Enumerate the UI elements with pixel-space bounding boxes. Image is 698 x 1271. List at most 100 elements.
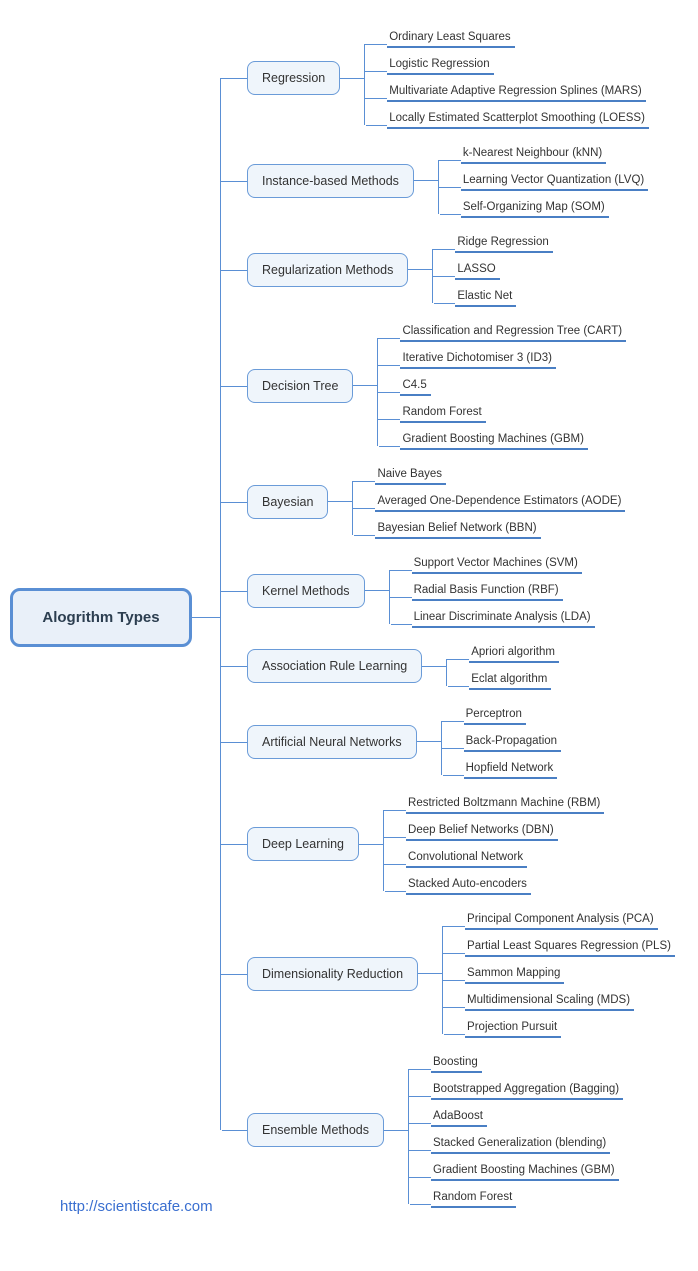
category-node: Regularization Methods <box>247 253 408 287</box>
leaf-row: Stacked Auto-encoders <box>384 871 604 898</box>
leaf-row: Averaged One-Dependence Estimators (AODE… <box>353 488 625 515</box>
leaf-node: Random Forest <box>431 1189 516 1208</box>
category-node: Kernel Methods <box>247 574 365 608</box>
leaf-node: Linear Discriminate Analysis (LDA) <box>412 609 595 628</box>
leaves-container: Boosting Bootstrapped Aggregation (Baggin… <box>408 1049 623 1211</box>
leaves-container: Perceptron Back-Propagation Hopfield Netwo… <box>441 701 561 782</box>
category-node: Bayesian <box>247 485 328 519</box>
leaf-row: Ordinary Least Squares <box>365 24 649 51</box>
leaf-row: Random Forest <box>409 1184 623 1211</box>
leaf-node: LASSO <box>455 261 499 280</box>
leaf-row: Self-Organizing Map (SOM) <box>439 194 648 221</box>
leaf-row: Learning Vector Quantization (LVQ) <box>439 167 648 194</box>
source-link[interactable]: http://scientistcafe.com <box>60 1198 213 1215</box>
leaf-node: Ridge Regression <box>455 234 552 253</box>
leaf-node: Boosting <box>431 1054 482 1073</box>
leaf-row: Sammon Mapping <box>443 960 675 987</box>
leaf-node: Gradient Boosting Machines (GBM) <box>431 1162 619 1181</box>
category-node: Artificial Neural Networks <box>247 725 417 759</box>
leaf-row: Perceptron <box>442 701 561 728</box>
leaf-row: AdaBoost <box>409 1103 623 1130</box>
category-node: Association Rule Learning <box>247 649 422 683</box>
leaf-node: Stacked Auto-encoders <box>406 876 531 895</box>
leaf-node: Restricted Boltzmann Machine (RBM) <box>406 795 604 814</box>
leaf-row: Back-Propagation <box>442 728 561 755</box>
category-row: Bayesian Naive BayesAveraged One-Dependen… <box>221 457 675 546</box>
category-node: Dimensionality Reduction <box>247 957 418 991</box>
leaf-row: Principal Component Analysis (PCA) <box>443 906 675 933</box>
leaf-row: Restricted Boltzmann Machine (RBM) <box>384 790 604 817</box>
category-connector <box>340 78 364 79</box>
root-node: Alogrithm Types <box>10 588 192 647</box>
leaf-node: Elastic Net <box>455 288 516 307</box>
leaf-row: Logistic Regression <box>365 51 649 78</box>
category-connector <box>328 501 352 502</box>
leaf-row: Bayesian Belief Network (BBN) <box>353 515 625 542</box>
leaf-node: Logistic Regression <box>387 56 493 75</box>
category-row: Kernel Methods Support Vector Machines (S… <box>221 546 675 635</box>
leaf-node: Iterative Dichotomiser 3 (ID3) <box>400 350 556 369</box>
category-node: Ensemble Methods <box>247 1113 384 1147</box>
category-row: Association Rule Learning Apriori algorit… <box>221 635 675 697</box>
leaf-row: Ridge Regression <box>433 229 552 256</box>
category-connector <box>365 590 389 591</box>
leaf-row: Apriori algorithm <box>447 639 559 666</box>
category-connector <box>422 666 446 667</box>
leaf-row: Hopfield Network <box>442 755 561 782</box>
leaf-node: C4.5 <box>400 377 430 396</box>
leaf-row: Projection Pursuit <box>443 1014 675 1041</box>
leaf-row: Multivariate Adaptive Regression Splines… <box>365 78 649 105</box>
leaf-node: Back-Propagation <box>464 733 561 752</box>
leaf-node: Averaged One-Dependence Estimators (AODE… <box>375 493 625 512</box>
category-row: Deep Learning Restricted Boltzmann Machin… <box>221 786 675 902</box>
category-connector <box>384 1130 408 1131</box>
leaf-node: Bootstrapped Aggregation (Bagging) <box>431 1081 623 1100</box>
leaf-node: Multidimensional Scaling (MDS) <box>465 992 634 1011</box>
category-node: Decision Tree <box>247 369 353 403</box>
leaf-row: Support Vector Machines (SVM) <box>390 550 595 577</box>
leaf-row: Partial Least Squares Regression (PLS) <box>443 933 675 960</box>
leaf-row: LASSO <box>433 256 552 283</box>
category-row: Ensemble Methods Boosting Bootstrapped Agg… <box>221 1045 675 1215</box>
leaf-node: Support Vector Machines (SVM) <box>412 555 582 574</box>
leaves-container: Classification and Regression Tree (CART… <box>377 318 626 453</box>
leaf-node: Hopfield Network <box>464 760 558 779</box>
leaf-node: Bayesian Belief Network (BBN) <box>375 520 540 539</box>
leaves-container: Apriori algorithm Eclat algorithm <box>446 639 559 693</box>
category-connector <box>359 844 383 845</box>
leaf-node: Radial Basis Function (RBF) <box>412 582 563 601</box>
leaf-node: Learning Vector Quantization (LVQ) <box>461 172 648 191</box>
leaf-node: Partial Least Squares Regression (PLS) <box>465 938 675 957</box>
leaves-container: Naive BayesAveraged One-Dependence Estim… <box>352 461 625 542</box>
leaf-row: Boosting <box>409 1049 623 1076</box>
leaf-row: Eclat algorithm <box>447 666 559 693</box>
leaf-row: Convolutional Network <box>384 844 604 871</box>
leaf-node: Gradient Boosting Machines (GBM) <box>400 431 588 450</box>
leaf-row: Gradient Boosting Machines (GBM) <box>378 426 626 453</box>
category-row: Decision Tree Classification and Regressi… <box>221 314 675 457</box>
leaf-row: Locally Estimated Scatterplot Smoothing … <box>365 105 649 132</box>
category-connector <box>417 741 441 742</box>
category-connector <box>408 269 432 270</box>
leaf-node: Deep Belief Networks (DBN) <box>406 822 558 841</box>
leaf-row: Iterative Dichotomiser 3 (ID3) <box>378 345 626 372</box>
category-node: Instance-based Methods <box>247 164 414 198</box>
leaves-container: k-Nearest Neighbour (kNN)Learning Vector… <box>438 140 648 221</box>
leaf-row: Stacked Generalization (blending) <box>409 1130 623 1157</box>
leaf-row: Linear Discriminate Analysis (LDA) <box>390 604 595 631</box>
leaves-container: Support Vector Machines (SVM) Radial Basi… <box>389 550 595 631</box>
leaf-row: Multidimensional Scaling (MDS) <box>443 987 675 1014</box>
leaf-node: Classification and Regression Tree (CART… <box>400 323 626 342</box>
category-node: Regression <box>247 61 340 95</box>
category-row: Regularization Methods Ridge Regression LA… <box>221 225 675 314</box>
leaves-container: Ridge Regression LASSO Elastic Net <box>432 229 552 310</box>
leaves-container: Principal Component Analysis (PCA) Partia… <box>442 906 675 1041</box>
leaf-node: Random Forest <box>400 404 485 423</box>
categories-container: Regression Ordinary Least Squares Logistic… <box>220 20 675 1215</box>
leaf-node: Apriori algorithm <box>469 644 559 663</box>
leaf-node: Projection Pursuit <box>465 1019 561 1038</box>
category-connector <box>418 973 442 974</box>
mindmap-diagram: Alogrithm Types Regression Ordinary Least… <box>10 20 688 1215</box>
category-node: Deep Learning <box>247 827 359 861</box>
leaf-row: Gradient Boosting Machines (GBM) <box>409 1157 623 1184</box>
